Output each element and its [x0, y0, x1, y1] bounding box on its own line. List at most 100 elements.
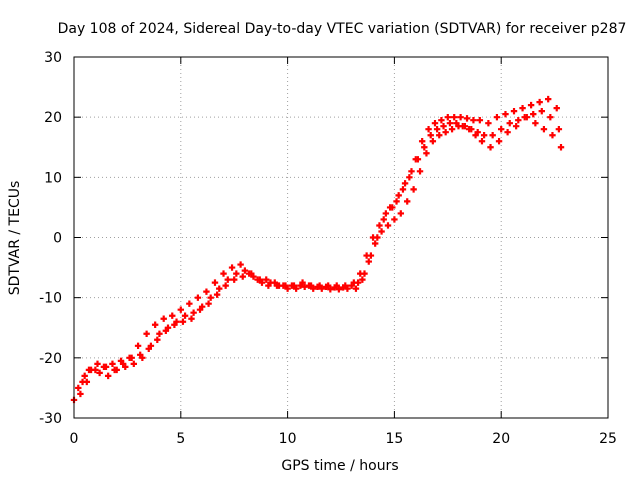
data-point [160, 315, 167, 322]
data-point [111, 366, 118, 374]
data-point [478, 138, 486, 145]
data-point [256, 276, 264, 283]
data-point [416, 168, 424, 175]
data-point [151, 321, 159, 328]
data-point [429, 138, 437, 145]
data-point [438, 116, 445, 124]
data-point [222, 282, 229, 289]
data-point [427, 132, 434, 139]
data-point [363, 252, 370, 259]
data-point [134, 342, 142, 349]
x-axis-ticks: 0 5 10 15 20 25 [70, 57, 617, 447]
y-tick-label: -20 [39, 351, 62, 367]
data-point [431, 119, 439, 127]
data-point [282, 282, 289, 289]
data-point [179, 318, 187, 325]
data-point [263, 276, 270, 283]
data-point [181, 312, 189, 319]
data-point [350, 279, 358, 286]
grid-lines [74, 57, 608, 418]
data-point [485, 119, 492, 127]
data-point [504, 129, 511, 136]
data-point [512, 122, 520, 130]
data-point [530, 110, 537, 118]
data-point [436, 132, 443, 139]
data-point [448, 126, 456, 133]
data-point [228, 264, 236, 271]
data-point [130, 360, 138, 368]
data-point [324, 282, 332, 289]
data-point [241, 267, 249, 274]
data-point [425, 126, 432, 133]
x-tick-label: 10 [279, 431, 297, 447]
data-point [470, 116, 477, 124]
data-point [527, 101, 535, 109]
data-point [335, 286, 343, 293]
data-point [79, 378, 86, 386]
data-point [453, 119, 460, 127]
data-point [382, 210, 390, 217]
data-point [81, 372, 88, 380]
data-point [156, 330, 163, 337]
data-point [357, 270, 364, 277]
data-point [414, 156, 422, 163]
data-point [457, 113, 464, 121]
data-point [224, 276, 231, 283]
data-point [408, 168, 415, 175]
y-tick-label: 20 [44, 110, 62, 126]
data-point [521, 113, 528, 121]
data-point [194, 294, 202, 301]
data-point [213, 291, 221, 298]
data-point [299, 279, 306, 286]
data-point [401, 180, 409, 187]
y-axis-ticks: -30 -20 -10 0 10 20 30 [39, 50, 608, 427]
x-tick-label: 25 [599, 431, 617, 447]
data-point [489, 132, 496, 139]
data-point [75, 384, 82, 392]
data-point [196, 306, 204, 313]
data-point [506, 119, 513, 127]
data-point [446, 119, 454, 127]
data-point [162, 327, 170, 334]
y-axis-label: SDTVAR / TECUs [7, 181, 23, 296]
data-point [380, 216, 387, 223]
data-point [220, 270, 227, 277]
x-tick-label: 0 [70, 431, 79, 447]
chart-title: Day 108 of 2024, Sidereal Day-to-day VTE… [58, 21, 627, 37]
data-points [70, 95, 565, 404]
data-point [406, 174, 413, 181]
data-point [143, 330, 150, 337]
data-point [487, 144, 494, 151]
data-point [216, 285, 223, 292]
data-point [538, 107, 545, 115]
data-point [307, 282, 315, 289]
data-point [519, 104, 526, 112]
data-point [536, 98, 543, 106]
data-point [188, 315, 195, 322]
data-point [480, 132, 488, 139]
x-tick-label: 5 [176, 431, 185, 447]
data-point [395, 192, 402, 199]
data-point [495, 138, 503, 145]
data-point [540, 126, 548, 133]
data-point [555, 126, 563, 133]
data-point [459, 122, 466, 130]
data-point [102, 363, 110, 371]
data-point [248, 270, 255, 277]
data-point [85, 366, 93, 374]
data-point [476, 116, 484, 124]
data-point [342, 282, 349, 289]
data-point [186, 300, 193, 307]
data-point [391, 216, 398, 223]
data-point [211, 279, 219, 286]
data-point [109, 360, 116, 368]
data-point [389, 204, 396, 211]
data-point [207, 294, 214, 301]
y-tick-label: -30 [39, 411, 62, 427]
data-point [442, 129, 449, 136]
data-point [128, 354, 135, 362]
data-point [410, 186, 417, 193]
data-point [316, 282, 323, 289]
data-point [154, 336, 161, 343]
data-point [423, 150, 430, 157]
